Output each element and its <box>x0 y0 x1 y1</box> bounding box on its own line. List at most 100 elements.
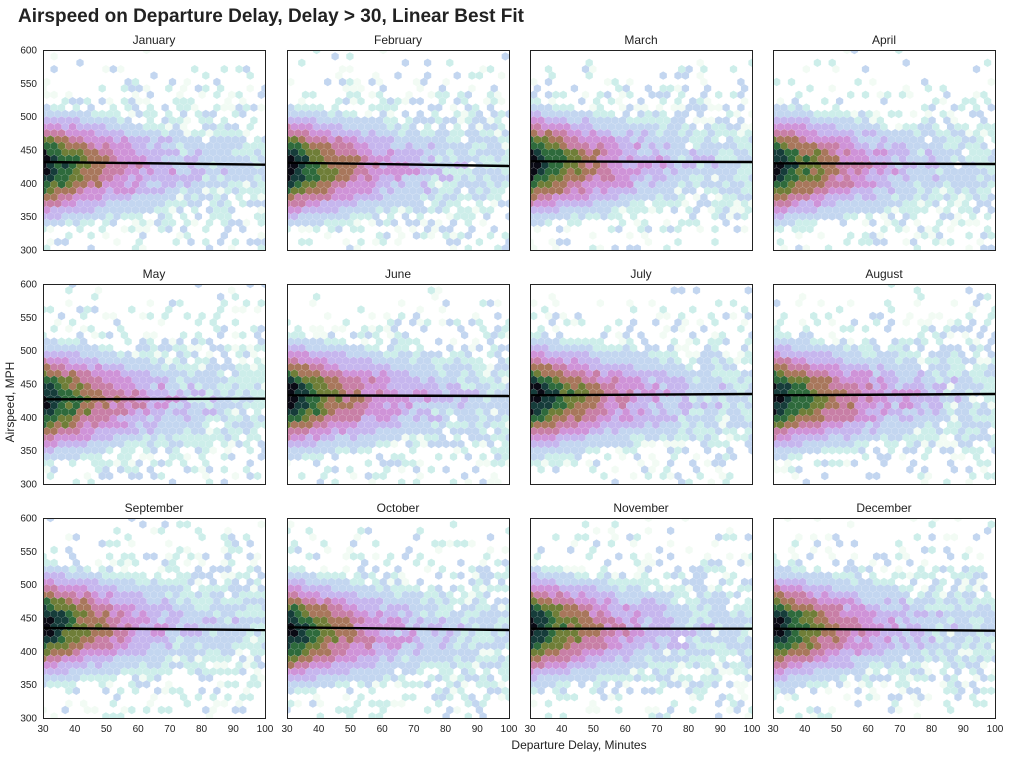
hex-cell <box>567 363 575 372</box>
hex-cell <box>696 225 704 234</box>
hex-cell <box>357 186 365 195</box>
hex-cell <box>117 427 125 436</box>
hex-cell <box>87 167 95 176</box>
hex-cell <box>604 401 612 410</box>
hex-cell <box>607 420 616 429</box>
hex-cell <box>324 141 332 151</box>
hex-cell <box>257 439 265 449</box>
hex-cell <box>615 318 623 327</box>
hex-cell <box>191 337 199 346</box>
hex-cell <box>718 148 727 157</box>
hex-cell <box>150 446 158 455</box>
hex-cell <box>494 129 502 138</box>
hex-cell <box>194 212 203 221</box>
hex-cell <box>501 231 509 240</box>
hex-cell <box>592 122 601 131</box>
hex-cell <box>438 186 447 195</box>
hex-cell <box>427 439 435 449</box>
hex-cell <box>861 116 870 125</box>
hex-cell <box>435 439 443 449</box>
hex-cell <box>80 363 88 372</box>
hex-cell <box>335 186 343 195</box>
hex-cell <box>61 420 69 429</box>
hex-cell <box>707 311 715 321</box>
hex-cell <box>752 231 759 239</box>
hex-cell <box>128 97 136 106</box>
hex-cell <box>847 180 855 189</box>
hex-cell <box>685 180 693 189</box>
hex-cell <box>239 331 247 340</box>
hex-cell <box>124 193 132 202</box>
hex-cell <box>737 205 745 215</box>
hex-cell <box>390 129 398 138</box>
hex-cell <box>932 237 940 247</box>
hex-cell <box>165 459 173 468</box>
hex-cell <box>294 452 302 461</box>
hex-cell <box>537 324 545 333</box>
hex-cell <box>405 337 413 346</box>
hex-cell <box>142 109 151 119</box>
hex-cell <box>824 129 833 138</box>
hex-cell <box>729 311 738 321</box>
hex-cell <box>935 350 944 359</box>
hex-cell <box>420 218 428 227</box>
hex-cell <box>494 401 502 410</box>
hex-cell <box>187 407 195 417</box>
hex-cell <box>464 363 472 372</box>
hex-cell <box>250 324 258 333</box>
hex-cell <box>674 225 682 234</box>
hex-cell <box>629 148 638 157</box>
hex-cell <box>940 251 947 259</box>
hex-cell <box>390 337 398 346</box>
hex-cell <box>670 337 678 346</box>
hex-cell <box>139 388 147 397</box>
hex-cell <box>80 337 88 346</box>
hex-cell <box>943 116 951 125</box>
hex-cell <box>257 180 265 189</box>
hex-cell <box>198 414 206 423</box>
hex-cell <box>891 337 899 346</box>
hex-cell <box>401 356 410 365</box>
hex-cell <box>165 148 173 157</box>
hex-cell <box>835 97 844 106</box>
hex-cell <box>375 324 384 333</box>
hex-cell <box>179 369 188 378</box>
hex-cell <box>659 84 667 93</box>
hex-cell <box>250 154 258 163</box>
hex-cell <box>501 375 509 385</box>
hex-cell <box>776 343 785 353</box>
hex-cell <box>327 433 336 442</box>
hex-cell <box>748 135 752 144</box>
hex-cell <box>390 154 398 163</box>
hex-cell <box>787 103 796 112</box>
hex-cell <box>224 199 232 208</box>
hex-cell <box>150 459 158 468</box>
hex-cell <box>161 350 169 359</box>
hex-cell <box>172 186 180 195</box>
hex-cell <box>567 350 575 359</box>
hex-cell <box>257 90 265 99</box>
hex-cell <box>46 343 55 353</box>
hex-cell <box>65 427 73 436</box>
hex-cell <box>420 193 428 202</box>
hex-cell <box>497 407 506 417</box>
hex-cell <box>61 122 69 131</box>
hex-cell <box>666 343 675 353</box>
hex-cell <box>740 212 749 221</box>
hex-cell <box>847 205 855 215</box>
hex-cell <box>176 299 184 308</box>
hex-cell <box>449 180 458 189</box>
hex-cell <box>537 452 545 461</box>
hex-cell <box>622 148 630 157</box>
hex-cell <box>327 199 336 208</box>
hex-cell <box>87 452 95 461</box>
hex-cell <box>795 244 803 250</box>
hex-cell <box>361 401 369 410</box>
hex-cell <box>383 427 391 436</box>
hex-cell <box>346 350 354 359</box>
hex-cell <box>398 427 406 436</box>
hex-cell <box>850 199 859 208</box>
hex-cell <box>655 363 664 372</box>
hex-cell <box>346 65 354 74</box>
hex-cell <box>622 420 630 429</box>
